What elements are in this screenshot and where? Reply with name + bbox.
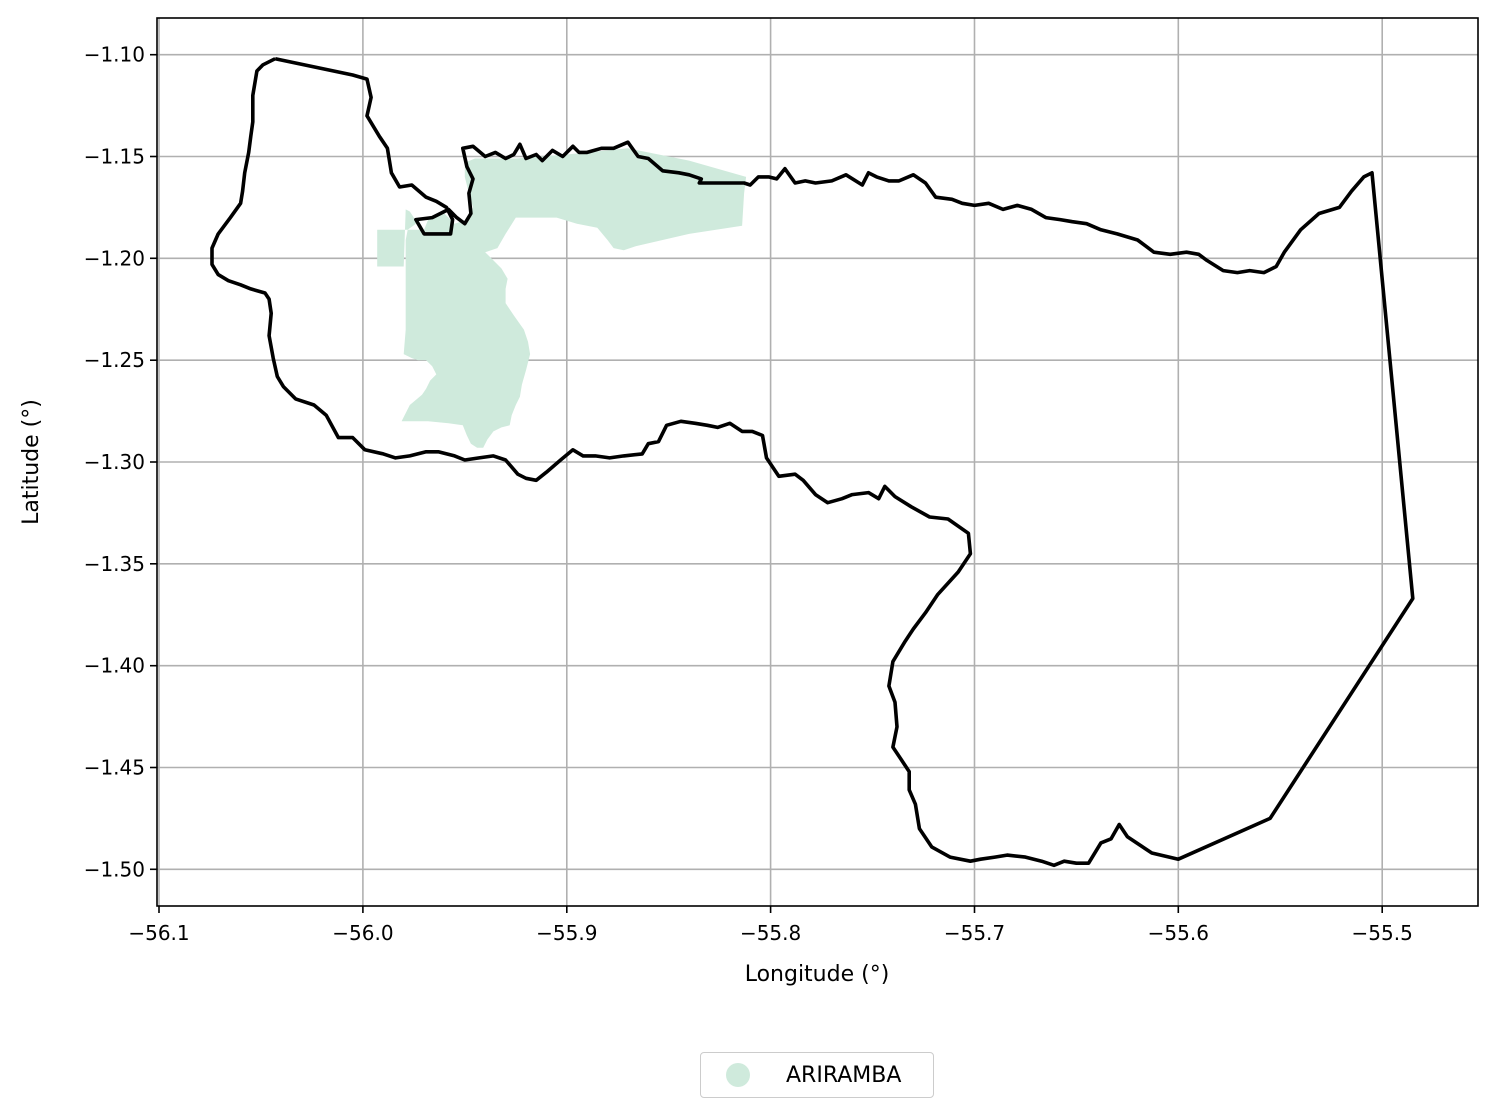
y-axis-label: Latitude (°) <box>19 399 44 525</box>
y-tick-label-7: −1.45 <box>84 756 145 780</box>
gridlines <box>157 18 1478 906</box>
x-tick-label-0: −56.1 <box>128 921 189 945</box>
x-tick-label-3: −55.8 <box>740 921 801 945</box>
x-tick-label-4: −55.7 <box>944 921 1005 945</box>
y-tick-label-5: −1.35 <box>84 552 145 576</box>
y-tick-label-4: −1.30 <box>84 450 145 474</box>
y-tick-label-3: −1.25 <box>84 348 145 372</box>
x-axis-label: Longitude (°) <box>745 962 890 987</box>
y-tick-label-2: −1.20 <box>84 246 145 270</box>
x-tick-label-1: −56.0 <box>332 921 393 945</box>
ariramba-protected-area <box>377 148 747 448</box>
y-tick-label-1: −1.15 <box>84 145 145 169</box>
y-tick-label-0: −1.10 <box>84 43 145 67</box>
x-tick-label-5: −55.6 <box>1148 921 1209 945</box>
municipality-boundary <box>210 56 1415 868</box>
y-tick-label-8: −1.50 <box>84 857 145 881</box>
x-tick-label-6: −55.5 <box>1352 921 1413 945</box>
y-tick-label-6: −1.40 <box>84 654 145 678</box>
legend: ARIRAMBA <box>700 1052 934 1098</box>
legend-label-ariramba: ARIRAMBA <box>786 1062 902 1088</box>
y-axis-ticks: −1.10 −1.15 −1.20 −1.25 −1.30 −1.35 −1.40 −1.45… <box>84 43 157 881</box>
legend-marker-ariramba <box>726 1063 750 1087</box>
x-axis-ticks: −56.1 −56.0 −55.9 −55.8 −55.7 −55.6 −55.5 <box>128 906 1413 945</box>
map-layers <box>210 56 1415 868</box>
x-tick-label-2: −55.9 <box>536 921 597 945</box>
